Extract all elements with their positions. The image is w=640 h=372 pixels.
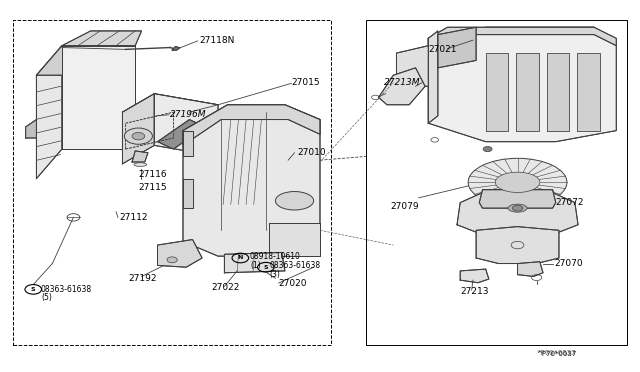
Polygon shape [172, 46, 180, 50]
Text: 27079: 27079 [390, 202, 419, 211]
Circle shape [132, 132, 145, 140]
Ellipse shape [508, 204, 527, 212]
Ellipse shape [495, 172, 540, 192]
Circle shape [513, 205, 523, 211]
Text: S: S [264, 265, 268, 270]
Text: 27116: 27116 [138, 170, 167, 179]
Polygon shape [547, 53, 569, 131]
Text: 27115: 27115 [138, 183, 167, 192]
Polygon shape [518, 262, 543, 276]
Polygon shape [457, 190, 578, 236]
Polygon shape [577, 53, 600, 131]
Text: 27070: 27070 [554, 259, 583, 268]
Text: (5): (5) [41, 294, 52, 302]
Polygon shape [183, 105, 320, 145]
Ellipse shape [134, 163, 147, 166]
Text: 27021: 27021 [428, 45, 457, 54]
Ellipse shape [468, 158, 567, 206]
Text: 27022: 27022 [212, 283, 240, 292]
Circle shape [483, 147, 492, 152]
Polygon shape [157, 119, 205, 149]
Polygon shape [36, 46, 62, 179]
Polygon shape [486, 53, 508, 131]
Polygon shape [157, 240, 202, 267]
Text: 27213M: 27213M [384, 78, 420, 87]
Text: 08918-10610: 08918-10610 [250, 251, 301, 261]
Polygon shape [516, 53, 539, 131]
Polygon shape [428, 27, 616, 142]
Polygon shape [154, 94, 218, 157]
Circle shape [124, 128, 152, 144]
Text: ^P70*0037: ^P70*0037 [537, 351, 577, 357]
Text: (1): (1) [250, 261, 260, 270]
Polygon shape [183, 105, 320, 256]
Polygon shape [183, 179, 193, 208]
Text: S: S [31, 287, 36, 292]
Polygon shape [122, 94, 154, 164]
Polygon shape [62, 46, 135, 149]
Polygon shape [122, 94, 218, 123]
Circle shape [167, 257, 177, 263]
Bar [13, 20, 332, 345]
Polygon shape [460, 269, 489, 283]
Polygon shape [379, 68, 425, 105]
Polygon shape [36, 46, 135, 75]
Text: 27010: 27010 [298, 148, 326, 157]
Text: 08363-61638: 08363-61638 [41, 285, 92, 294]
Polygon shape [225, 253, 285, 273]
Text: 27196M: 27196M [170, 109, 207, 119]
Polygon shape [396, 46, 428, 86]
Polygon shape [269, 223, 320, 256]
Bar [366, 20, 627, 345]
Text: (3): (3) [269, 270, 280, 279]
Text: 27213: 27213 [460, 287, 489, 296]
Text: 27192: 27192 [129, 274, 157, 283]
Text: 27112: 27112 [119, 213, 148, 222]
Polygon shape [132, 151, 148, 162]
Text: 27072: 27072 [556, 198, 584, 207]
Polygon shape [476, 227, 559, 263]
Polygon shape [428, 31, 438, 123]
Text: 27020: 27020 [278, 279, 307, 288]
Ellipse shape [275, 192, 314, 210]
Text: ^P70*0037: ^P70*0037 [537, 350, 576, 356]
Text: 08363-61638: 08363-61638 [269, 261, 320, 270]
Text: 27015: 27015 [291, 78, 320, 87]
Text: 27118N: 27118N [199, 36, 234, 45]
Polygon shape [479, 190, 556, 208]
Polygon shape [26, 119, 36, 138]
Polygon shape [438, 27, 476, 68]
Text: N: N [237, 256, 243, 260]
Polygon shape [62, 31, 141, 46]
Polygon shape [428, 27, 616, 46]
Polygon shape [183, 131, 193, 157]
